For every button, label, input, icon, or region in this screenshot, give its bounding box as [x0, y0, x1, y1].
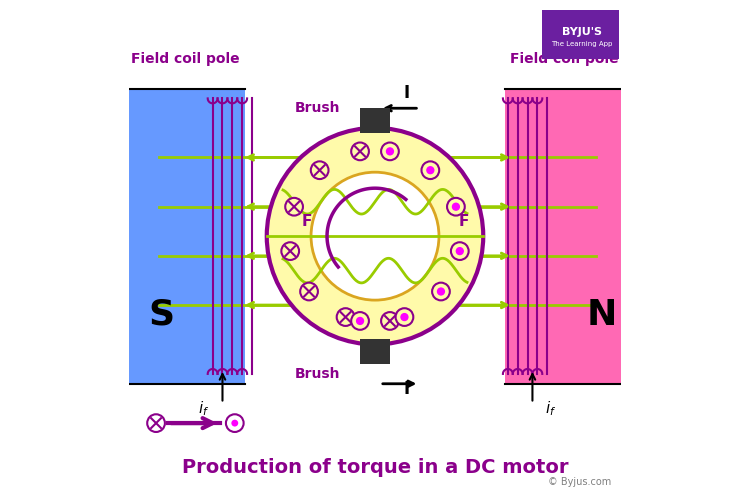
- Circle shape: [432, 282, 450, 300]
- Circle shape: [427, 167, 433, 174]
- Bar: [360, 339, 390, 364]
- Circle shape: [456, 247, 464, 254]
- Bar: [542, 10, 619, 59]
- Circle shape: [356, 317, 364, 324]
- Circle shape: [447, 198, 465, 215]
- Circle shape: [386, 148, 394, 155]
- Bar: [360, 108, 390, 133]
- Text: $i_f$: $i_f$: [544, 400, 556, 418]
- Text: S: S: [148, 298, 175, 332]
- Circle shape: [422, 161, 440, 179]
- Circle shape: [310, 161, 328, 179]
- Text: Field coil pole: Field coil pole: [131, 52, 240, 66]
- Text: Brush: Brush: [295, 367, 340, 381]
- Circle shape: [147, 414, 165, 432]
- Polygon shape: [129, 89, 244, 384]
- Text: F: F: [459, 215, 469, 229]
- Circle shape: [351, 312, 369, 330]
- Circle shape: [300, 282, 318, 300]
- Text: The Learning App: The Learning App: [551, 41, 612, 47]
- Circle shape: [231, 420, 238, 427]
- Circle shape: [337, 308, 355, 326]
- Text: I: I: [404, 380, 410, 398]
- Circle shape: [285, 198, 303, 215]
- Circle shape: [226, 414, 244, 432]
- Text: Production of torque in a DC motor: Production of torque in a DC motor: [182, 458, 568, 477]
- Text: © Byjus.com: © Byjus.com: [548, 477, 611, 487]
- Text: F: F: [302, 215, 311, 229]
- Text: I: I: [404, 85, 410, 102]
- Polygon shape: [506, 89, 621, 384]
- Circle shape: [381, 312, 399, 330]
- Circle shape: [451, 242, 469, 260]
- Circle shape: [395, 308, 413, 326]
- Text: Field coil pole: Field coil pole: [510, 52, 619, 66]
- Text: N: N: [586, 298, 617, 332]
- Circle shape: [351, 143, 369, 160]
- Text: $i_f$: $i_f$: [198, 400, 209, 418]
- Circle shape: [267, 128, 483, 344]
- Text: BYJU'S: BYJU'S: [562, 27, 602, 37]
- Circle shape: [281, 242, 299, 260]
- Circle shape: [311, 172, 439, 300]
- Circle shape: [437, 288, 445, 295]
- Circle shape: [401, 313, 408, 320]
- Circle shape: [381, 143, 399, 160]
- Text: Brush: Brush: [295, 101, 340, 115]
- Circle shape: [452, 203, 459, 210]
